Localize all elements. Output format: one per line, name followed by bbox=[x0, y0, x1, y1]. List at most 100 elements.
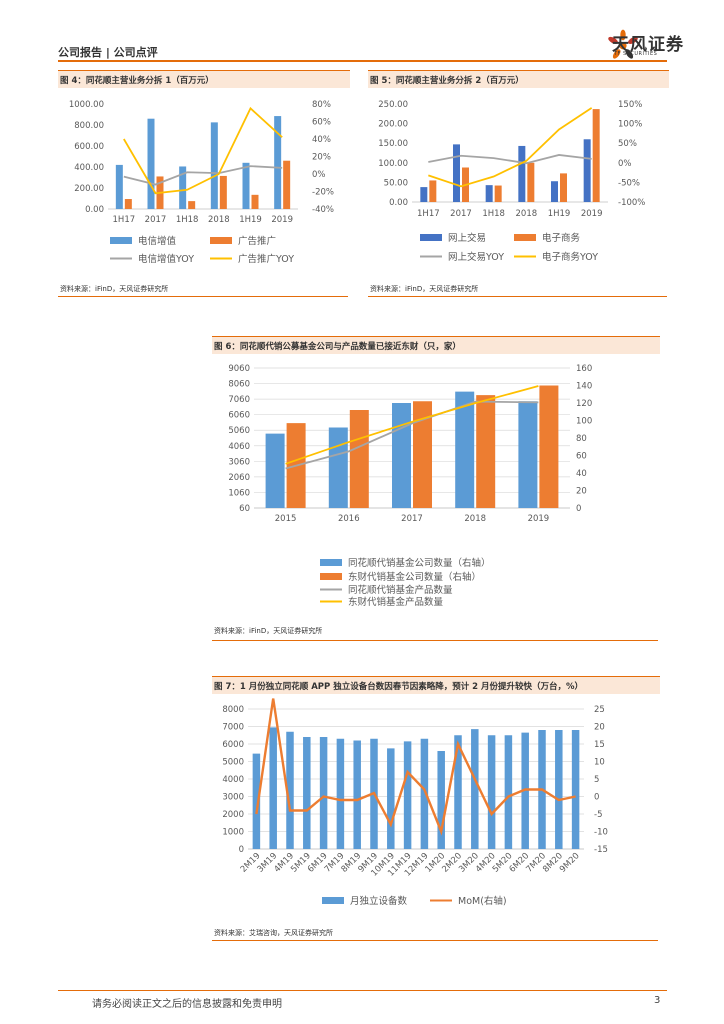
chart7-bar bbox=[403, 741, 412, 849]
chart5-legend-swatch bbox=[420, 234, 442, 241]
chart4-bar bbox=[179, 166, 187, 209]
chart4-y2-tick: 80% bbox=[312, 100, 331, 110]
chart7-y-tick: 2000 bbox=[222, 810, 244, 820]
chart4-y2-tick: -40% bbox=[312, 205, 334, 215]
chart4-y2-tick: 40% bbox=[312, 135, 331, 145]
figure-5-source: 资料来源：iFinD，天风证券研究所 bbox=[370, 285, 479, 293]
chart7-bar bbox=[471, 729, 479, 849]
chart7-y2-tick: -15 bbox=[594, 845, 608, 855]
chart6-bar bbox=[349, 410, 369, 508]
chart4-legend-label: 广告推广 bbox=[238, 235, 276, 247]
page-number: 3 bbox=[654, 995, 661, 1006]
chart4-y2-tick: 0% bbox=[312, 170, 326, 180]
figure-4-title: 图 4：同花顺主营业务分拆 1（百万元） bbox=[58, 70, 350, 88]
footer-disclaimer: 请务必阅读正文之后的信息披露和免责申明 bbox=[92, 999, 282, 1010]
chart5-y2-tick: 0% bbox=[618, 159, 632, 169]
chart4-y-tick: 1000.00 bbox=[69, 100, 104, 110]
chart5-series-line bbox=[428, 107, 593, 188]
chart4-bar bbox=[147, 118, 155, 209]
chart7-bar bbox=[319, 737, 328, 849]
chart5-category-label: 1H18 bbox=[482, 209, 505, 219]
chart4-bar bbox=[283, 160, 291, 209]
chart7-legend-label: 月独立设备数 bbox=[350, 895, 408, 907]
chart4-series-line bbox=[123, 106, 283, 195]
chart6-legend-label: 东财代销基金产品数量 bbox=[348, 596, 444, 608]
chart6-category-label: 2015 bbox=[275, 514, 297, 524]
chart7-legend-swatch bbox=[322, 897, 344, 904]
chart6-bar bbox=[476, 395, 496, 508]
chart7-bar bbox=[555, 730, 563, 849]
chart5-y-tick: 200.00 bbox=[378, 120, 408, 130]
chart5-bar bbox=[485, 185, 493, 202]
chart7-bar bbox=[336, 738, 345, 849]
chart5-bar bbox=[453, 144, 460, 202]
chart4-category-label: 1H17 bbox=[113, 215, 136, 225]
chart5-legend-label: 电子商务YOY bbox=[542, 251, 598, 263]
chart6-y2-tick: 80 bbox=[576, 434, 587, 444]
chart7-y2-tick: -10 bbox=[594, 828, 608, 838]
chart6-legend-label: 同花顺代销基金公司数量（右轴） bbox=[348, 557, 491, 569]
chart6-bar bbox=[413, 401, 432, 508]
chart6-y-tick: 4060 bbox=[228, 442, 250, 452]
chart6-legend-label: 同花顺代销基金产品数量 bbox=[348, 584, 453, 596]
chart7-y2-tick: 0 bbox=[594, 793, 599, 803]
figure-5-title: 图 5：同花顺主营业务分拆 2（百万元） bbox=[368, 70, 669, 88]
chart7-bar bbox=[353, 740, 361, 849]
chart4-bar bbox=[124, 199, 132, 209]
chart6-category-label: 2016 bbox=[338, 514, 360, 524]
chart5-bar bbox=[560, 173, 567, 202]
chart5-y2-tick: 50% bbox=[618, 139, 637, 149]
chart5-bar bbox=[429, 180, 437, 202]
chart7-y2-tick: -5 bbox=[594, 810, 602, 820]
chart6-y-tick: 6060 bbox=[228, 411, 250, 421]
chart6-y2-tick: 0 bbox=[576, 504, 581, 514]
chart7-y-tick: 3000 bbox=[222, 793, 244, 803]
figure-6-source-rule bbox=[212, 640, 658, 641]
figure-7-title: 图 7：1 月份独立同花顺 APP 独立设备台数因春节因素略降，预计 2 月份提… bbox=[212, 676, 660, 694]
chart7-y-tick: 5000 bbox=[222, 758, 244, 768]
chart6-y2-tick: 120 bbox=[576, 399, 592, 409]
chart4-legend-label: 电信增值YOY bbox=[138, 253, 194, 265]
chart7-legend-label: MoM(右轴) bbox=[458, 895, 507, 907]
chart5-y-tick: 150.00 bbox=[378, 139, 408, 149]
chart7-y2-tick: 15 bbox=[594, 740, 605, 750]
chart6-legend-swatch bbox=[320, 573, 342, 580]
chart4-category-label: 1H19 bbox=[239, 215, 262, 225]
chart4-bar bbox=[251, 194, 259, 209]
chart7-bar bbox=[420, 738, 429, 849]
chart6-y-tick: 60 bbox=[239, 504, 250, 514]
chart6-bar bbox=[328, 427, 348, 508]
chart4-legend-swatch bbox=[110, 237, 132, 244]
chart6-y-tick: 1060 bbox=[228, 488, 250, 498]
chart5-y2-tick: -100% bbox=[618, 198, 645, 208]
chart7-bar bbox=[437, 751, 445, 849]
chart6-y2-tick: 100 bbox=[576, 417, 592, 427]
chart4-bar bbox=[188, 201, 196, 209]
chart4-y-tick: 400.00 bbox=[74, 163, 104, 173]
chart4-bar bbox=[115, 164, 123, 209]
chart7-y-tick: 4000 bbox=[222, 775, 244, 785]
chart4-category-label: 2017 bbox=[145, 215, 167, 225]
figure-6-title: 图 6：同花顺代销公募基金公司与产品数量已接近东财（只，家） bbox=[212, 336, 660, 354]
chart5-category-label: 2019 bbox=[581, 209, 603, 219]
chart7-bar bbox=[571, 730, 580, 849]
chart7-category-label: 9M20 bbox=[558, 851, 582, 875]
chart6-y-tick: 7060 bbox=[228, 395, 250, 405]
chart7-bar bbox=[387, 748, 395, 849]
chart4-y-tick: 800.00 bbox=[74, 121, 104, 131]
figure-4-source: 资料来源：iFinD，天风证券研究所 bbox=[60, 285, 169, 293]
chart4-y2-tick: 20% bbox=[312, 153, 331, 163]
chart4-y-tick: 0.00 bbox=[85, 205, 104, 215]
chart6-y2-tick: 160 bbox=[576, 364, 592, 374]
chart4-legend-label: 广告推广YOY bbox=[238, 253, 294, 265]
chart6-y2-tick: 60 bbox=[576, 452, 587, 462]
chart4-y-tick: 200.00 bbox=[74, 184, 104, 194]
chart6-series-line bbox=[285, 385, 539, 465]
chart5-y-tick: 0.00 bbox=[389, 198, 408, 208]
chart6-legend-swatch bbox=[320, 559, 342, 566]
logo-text: 天风证券 bbox=[612, 35, 684, 55]
chart6-y-tick: 3060 bbox=[228, 457, 250, 467]
chart5-bar bbox=[527, 162, 535, 202]
chart6-series-line bbox=[285, 400, 539, 470]
